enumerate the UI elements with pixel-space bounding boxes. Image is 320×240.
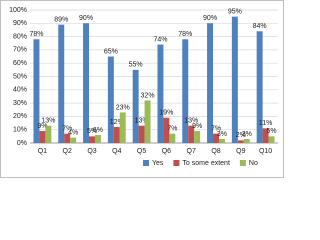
data-label: 32% [141, 92, 155, 99]
x-tick-label: Q7 [187, 148, 196, 155]
x-tick-label: Q8 [211, 148, 220, 155]
data-label: 12% [110, 119, 124, 126]
data-label: 4% [68, 130, 78, 137]
bar [207, 23, 214, 143]
x-tick-label: Q10 [259, 148, 272, 155]
x-tick-label: Q9 [236, 148, 245, 155]
bar [107, 56, 114, 143]
data-label: 5% [87, 128, 97, 135]
data-label: 23% [116, 104, 130, 111]
y-tick-label: 90% [13, 20, 27, 27]
data-label: 3% [217, 131, 227, 138]
data-label: 7% [211, 126, 221, 133]
bar [194, 131, 201, 143]
y-tick-label: 70% [13, 47, 27, 54]
bar [58, 24, 65, 144]
data-label: 89% [54, 16, 68, 23]
x-tick-label: Q3 [87, 148, 96, 155]
y-tick-label: 10% [13, 127, 27, 134]
y-tick-label: 20% [13, 113, 27, 120]
data-label: 5% [266, 128, 276, 135]
bar [45, 125, 52, 143]
data-label: 90% [79, 15, 93, 22]
bar [113, 127, 120, 143]
x-tick-label: Q5 [137, 148, 146, 155]
data-label: 90% [203, 15, 217, 22]
bar [94, 135, 101, 143]
bar [157, 44, 164, 143]
y-tick-label: 50% [13, 73, 27, 80]
data-label: 95% [228, 8, 242, 15]
bar [89, 136, 95, 143]
bar [218, 139, 225, 143]
bar [237, 140, 244, 143]
x-tick-label: Q1 [38, 148, 47, 155]
y-tick-label: 60% [13, 60, 27, 67]
y-tick-label: 80% [13, 33, 27, 40]
data-label: 84% [253, 23, 267, 30]
bar [83, 23, 90, 143]
y-tick-label: 30% [13, 100, 27, 107]
bar [262, 128, 269, 143]
data-label: 11% [259, 120, 273, 127]
bar [163, 117, 170, 143]
x-tick-label: Q6 [162, 148, 171, 155]
bar [188, 125, 195, 143]
data-label: 2% [236, 132, 246, 139]
data-label: 65% [104, 48, 118, 55]
data-label: 7% [62, 126, 72, 133]
data-label: 9% [37, 123, 47, 130]
bar [132, 69, 139, 143]
bar [33, 39, 40, 144]
legend-swatch [239, 160, 246, 166]
legend-label: Yes [152, 160, 164, 167]
bar [213, 133, 219, 143]
data-label: 13% [184, 118, 198, 125]
data-label: 78% [29, 31, 43, 38]
chart: 0% 10% 20% 30% 40% 50% 60% 70% 80% 90% 100% Q1 78% 9%… [0, 0, 284, 178]
legend-swatch [143, 160, 149, 166]
bar [39, 131, 46, 143]
legend-label: No [249, 160, 258, 167]
bar [64, 133, 71, 143]
bar [119, 112, 126, 143]
data-label: 74% [153, 36, 167, 43]
y-tick-label: 0% [17, 140, 27, 147]
legend-label: To some extent [182, 160, 230, 167]
data-label: 9% [192, 123, 202, 130]
bar [243, 139, 250, 143]
data-label: 19% [159, 110, 173, 117]
bar [70, 137, 77, 143]
data-label: 7% [167, 126, 177, 133]
data-label: 13% [135, 118, 149, 125]
data-label: 55% [129, 62, 143, 69]
bar [138, 125, 145, 143]
bar [256, 31, 263, 144]
bar [144, 100, 151, 143]
bar [231, 16, 238, 143]
bar [169, 133, 176, 143]
bar [182, 39, 189, 144]
x-tick-label: Q2 [63, 148, 72, 155]
data-label: 78% [178, 31, 192, 38]
x-tick-label: Q4 [112, 148, 121, 155]
y-tick-label: 100% [9, 7, 27, 14]
legend-swatch [173, 160, 180, 166]
data-label: 13% [41, 118, 55, 125]
data-label: 3% [242, 131, 252, 138]
data-label: 6% [93, 127, 103, 134]
bar [268, 136, 275, 143]
y-tick-label: 40% [13, 87, 27, 94]
